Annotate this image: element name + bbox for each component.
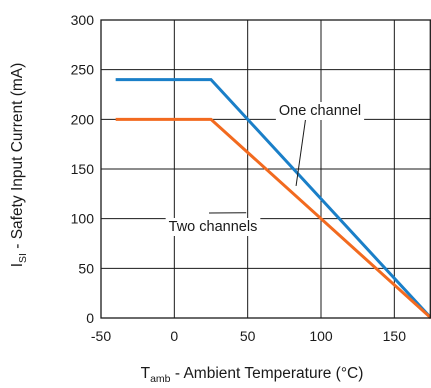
y-axis-label: ISI - Safety Input Current (mA)	[9, 63, 29, 268]
y-tick-label-2: 100	[71, 211, 95, 227]
x-tick-label-2: 50	[240, 328, 256, 344]
y-tick-label-0: 0	[86, 310, 94, 326]
annotation-leader-0	[295, 115, 307, 186]
y-axis-ticks: 0 50 100 150 200 250 300	[71, 12, 95, 326]
y-tick-label-1: 50	[78, 260, 94, 276]
y-tick-label-3: 150	[71, 161, 95, 177]
annotation-bg-0	[275, 102, 365, 120]
series-line-0	[115, 78, 431, 320]
annotation-label-1: Two channels	[169, 219, 258, 235]
x-tick-label-0: -50	[91, 328, 111, 344]
plot-frame	[100, 19, 431, 319]
x-axis-label: Tamb - Ambient Temperature (°C)	[141, 365, 364, 385]
y-tick-label-4: 200	[71, 111, 95, 127]
x-tick-label-4: 150	[383, 328, 407, 344]
x-tick-label-1: 0	[170, 328, 178, 344]
y-tick-label-6: 300	[71, 12, 95, 28]
annotations: One channel Two channels	[165, 102, 365, 236]
annotation-bg-1	[165, 218, 261, 236]
annotation-label-0: One channel	[279, 103, 361, 119]
series-line-1	[115, 117, 431, 320]
series-layer	[115, 78, 431, 320]
x-tick-label-3: 100	[309, 328, 333, 344]
x-axis-ticks: -50 0 50 100 150	[91, 328, 406, 344]
y-tick-label-5: 250	[71, 62, 95, 78]
